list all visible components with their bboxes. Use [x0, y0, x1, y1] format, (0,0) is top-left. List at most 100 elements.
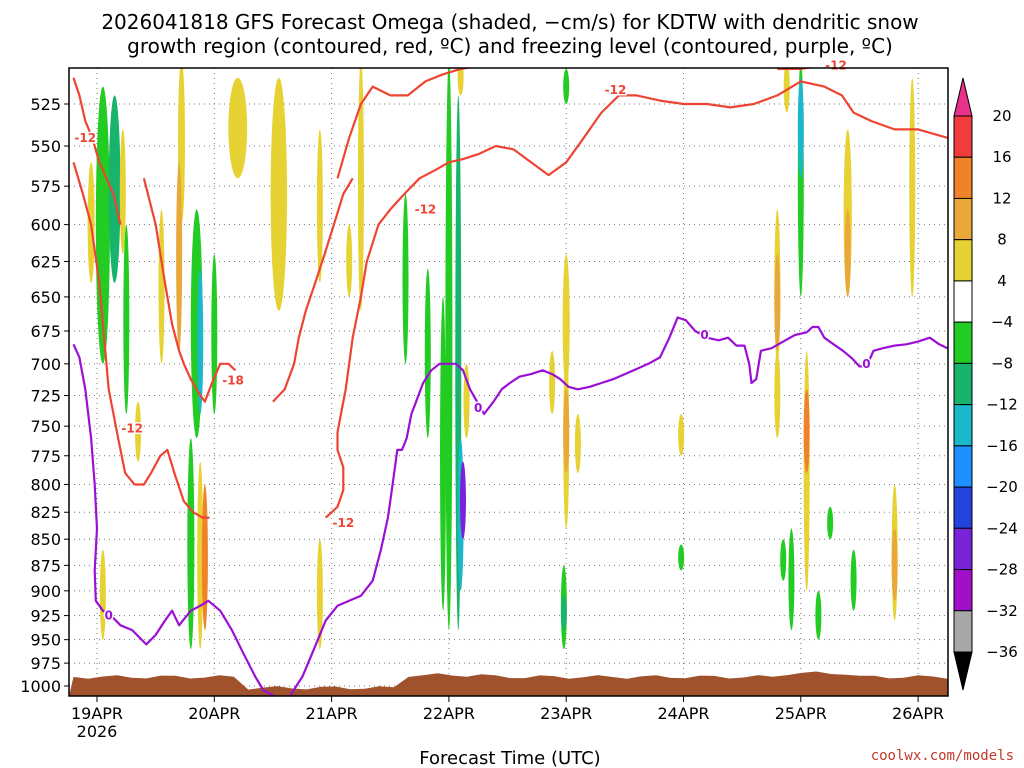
- y-tick-label: 775: [30, 447, 61, 466]
- omega-blob: [815, 590, 822, 640]
- colorbar-bottom-triangle: [953, 651, 973, 691]
- omega-blob: [560, 595, 567, 631]
- omega-blob: [774, 350, 781, 439]
- terrain-fill: [69, 671, 948, 696]
- omega-blob: [135, 401, 142, 462]
- omega-blob: [197, 461, 204, 650]
- omega-blob: [316, 129, 323, 283]
- colorbar-label: 20: [992, 107, 1011, 125]
- omega-blob: [803, 389, 810, 474]
- contour-line-dgz: [324, 80, 948, 519]
- contour-line-dgz: [72, 77, 122, 225]
- colorbar-top-triangle: [953, 77, 973, 117]
- y-tick-label: 650: [30, 288, 61, 307]
- omega-blob: [402, 193, 409, 364]
- omega-blob: [459, 461, 466, 540]
- omega-shading: [87, 68, 916, 650]
- omega-blob: [211, 254, 218, 415]
- colorbar-box: [953, 321, 973, 364]
- contour-label: -12: [74, 131, 96, 145]
- y-tick-label: 975: [30, 654, 61, 673]
- dgz-contours: [72, 68, 948, 519]
- colorbar-box: [953, 445, 973, 488]
- colorbar-box: [953, 362, 973, 406]
- colorbar-label: −36: [986, 643, 1018, 661]
- omega-blob: [158, 209, 165, 364]
- omega-blob: [108, 95, 121, 283]
- y-tick-label: 550: [30, 137, 61, 156]
- colorbar-label: −24: [986, 519, 1018, 537]
- contour-label: 0: [105, 609, 113, 623]
- omega-blob: [774, 254, 781, 351]
- contour-line-freezing: [72, 343, 274, 696]
- freezing-level-contours: [72, 316, 948, 696]
- omega-blob: [574, 414, 581, 474]
- omega-blob: [424, 268, 431, 439]
- colorbar-label: 8: [997, 231, 1007, 249]
- y-tick-label: 850: [30, 530, 61, 549]
- terrain-surface: [69, 671, 948, 696]
- omega-blob: [563, 389, 570, 474]
- omega-blob: [891, 528, 898, 601]
- colorbar-label: −12: [986, 396, 1018, 414]
- x-tick-sublabel: 2026: [77, 722, 118, 741]
- y-tick-label: 925: [30, 607, 61, 626]
- omega-blob: [228, 77, 248, 179]
- omega-blob: [678, 544, 685, 571]
- contour-line-dgz: [336, 68, 474, 179]
- omega-blob: [678, 414, 685, 456]
- y-tick-label: 875: [30, 556, 61, 575]
- colorbar-label: −28: [986, 561, 1018, 579]
- y-axis-ticks: 525 550 575 600 625 650 675 700 725 750 775 800 825 8…: [20, 95, 69, 696]
- contour-line-freezing: [289, 316, 948, 696]
- omega-blob: [357, 68, 364, 311]
- omega-blob: [440, 296, 447, 611]
- colorbar: 20 16 12 8 4 −4 −8 −12 −16 −20 −24 −28 −32 −36: [953, 77, 1018, 691]
- y-tick-label: 1000: [20, 677, 61, 696]
- contour-labels: -12 -12 -18 -12 -12 -12 -12 0 0 0 0: [73, 57, 872, 624]
- colorbar-box: [953, 404, 973, 447]
- omega-blob: [346, 224, 353, 297]
- y-tick-label: 900: [30, 582, 61, 601]
- omega-blob: [197, 268, 204, 415]
- omega-blob: [827, 506, 834, 540]
- contour-label: -18: [222, 373, 244, 387]
- x-tick-label: 20APR: [188, 704, 240, 723]
- contour-label: 0: [474, 401, 482, 415]
- y-tick-label: 575: [30, 177, 61, 196]
- colorbar-box: [953, 527, 973, 571]
- contour-label: -12: [415, 202, 437, 216]
- y-tick-label: 750: [30, 417, 61, 436]
- contour-label: -12: [825, 58, 847, 72]
- plot-area: -12 -12 -18 -12 -12 -12 -12 0 0 0 0: [68, 57, 949, 697]
- y-tick-label: 600: [30, 216, 61, 235]
- x-axis-label: Forecast Time (UTC): [419, 748, 600, 768]
- contour-label: -12: [605, 83, 627, 97]
- omega-blob: [270, 77, 288, 311]
- omega-blob: [176, 162, 183, 351]
- omega-blob: [316, 539, 323, 650]
- x-tick-label: 22APR: [423, 704, 475, 723]
- contour-label: 0: [862, 357, 870, 371]
- contour-line-dgz: [272, 177, 354, 403]
- colorbar-box: [953, 280, 973, 323]
- plot-frame: [68, 67, 949, 697]
- x-tick-label: 21APR: [306, 704, 358, 723]
- omega-blob: [780, 539, 787, 581]
- omega-blob: [909, 77, 916, 297]
- omega-blob: [562, 254, 570, 390]
- contour-line-dgz: [777, 68, 814, 71]
- x-tick-label: 26APR: [892, 704, 944, 723]
- colorbar-label: −16: [986, 437, 1018, 455]
- colorbar-box: [953, 239, 973, 282]
- omega-blob: [99, 549, 106, 640]
- x-tick-label: 24APR: [657, 704, 709, 723]
- colorbar-label: −8: [991, 354, 1013, 372]
- omega-blob: [563, 68, 570, 104]
- omega-blob: [844, 209, 851, 297]
- colorbar-label: −32: [986, 602, 1018, 620]
- omega-blob: [788, 528, 795, 631]
- colorbar-box: [953, 115, 973, 158]
- y-tick-label: 700: [30, 355, 61, 374]
- colorbar-box: [953, 156, 973, 199]
